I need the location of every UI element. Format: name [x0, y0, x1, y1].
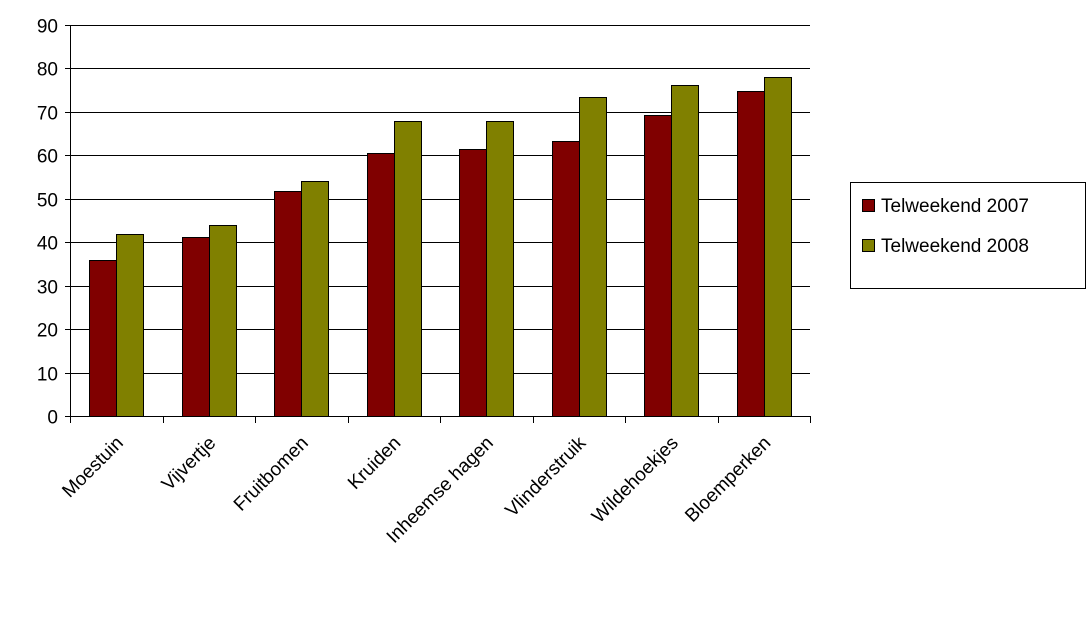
y-tick-label: 80 [37, 60, 58, 81]
y-tick-label: 20 [37, 321, 58, 342]
y-tick-label: 90 [37, 17, 58, 38]
bar-telweekend-2008 [764, 77, 792, 417]
bar-telweekend-2008 [579, 97, 607, 417]
bar-telweekend-2008 [209, 225, 237, 417]
bar-telweekend-2007 [367, 153, 395, 417]
bar-telweekend-2008 [671, 85, 699, 417]
bar-telweekend-2008 [116, 234, 144, 417]
x-tick-label: Kruiden [344, 433, 405, 494]
bar-telweekend-2008 [301, 181, 329, 417]
axes [65, 25, 811, 423]
bar-telweekend-2007 [644, 115, 672, 417]
bar-telweekend-2007 [552, 141, 580, 417]
bar-telweekend-2007 [737, 91, 765, 417]
bar-telweekend-2007 [89, 260, 117, 417]
x-tick-label: Bloemperken [681, 433, 775, 527]
x-tick-label: Vijvertje [158, 433, 220, 495]
y-tick-label: 70 [37, 104, 58, 125]
legend-label: Telweekend 2007 [881, 196, 1029, 217]
bar-telweekend-2008 [394, 121, 422, 417]
y-tick-label: 10 [37, 365, 58, 386]
x-tick-label: Vlinderstruik [502, 432, 591, 521]
y-tick-labels: 0 10 20 30 40 50 60 70 80 90 [37, 17, 58, 429]
bar-telweekend-2007 [182, 237, 210, 417]
x-tick-labels: Moestuin Vijvertje Fruitbomen KruidenInheem… [58, 432, 775, 547]
bar-telweekend-2008 [486, 121, 514, 417]
bar-telweekend-2007 [274, 191, 302, 417]
x-tick-label: Fruitbomen [230, 433, 313, 516]
bars [89, 77, 792, 417]
y-tick-label: 0 [47, 408, 58, 429]
legend-label: Telweekend 2008 [881, 236, 1029, 257]
y-tick-label: 40 [37, 234, 58, 255]
legend-swatch [862, 239, 875, 252]
x-tick-label: Wildehoekjes [588, 433, 683, 528]
legend: Telweekend 2007 Telweekend 2008 [850, 182, 1086, 289]
legend-box [850, 182, 1086, 289]
y-tick-label: 60 [37, 147, 58, 168]
x-tick-label: Moestuin [58, 433, 127, 502]
legend-swatch [862, 199, 875, 212]
y-tick-label: 30 [37, 278, 58, 299]
y-tick-label: 50 [37, 191, 58, 212]
bar-telweekend-2007 [459, 149, 487, 417]
